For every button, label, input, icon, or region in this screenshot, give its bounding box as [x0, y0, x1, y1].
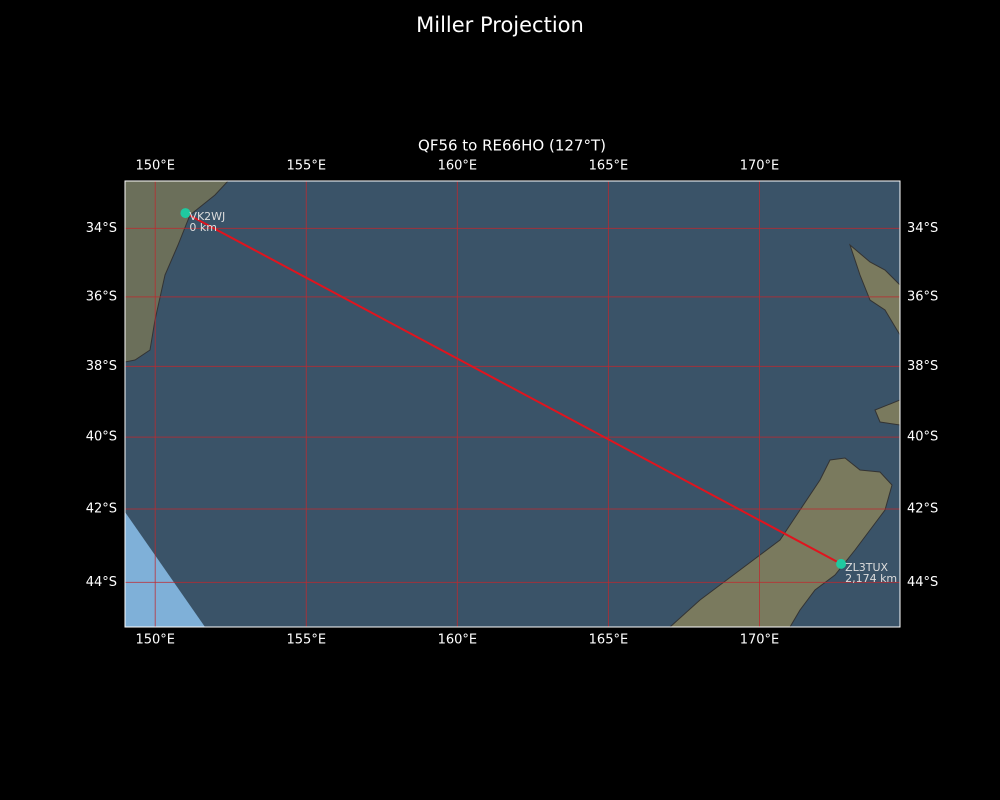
- station-marker: [180, 208, 191, 219]
- station-name: VK2WJ: [189, 210, 225, 223]
- lon-label-bottom: 160°E: [438, 633, 478, 648]
- lon-label-top: 165°E: [589, 159, 629, 174]
- lat-label-right: 42°S: [907, 502, 938, 517]
- map-frame: [124, 180, 901, 628]
- lat-label-left: 34°S: [86, 221, 117, 236]
- lat-label-right: 40°S: [907, 430, 938, 445]
- lat-label-left: 36°S: [86, 289, 117, 304]
- lat-label-left: 44°S: [86, 575, 117, 590]
- lon-label-top: 170°E: [740, 159, 780, 174]
- lon-label-bottom: 165°E: [589, 633, 629, 648]
- lat-label-right: 44°S: [907, 575, 938, 590]
- land-north-island: [848, 243, 900, 336]
- lon-label-bottom: 150°E: [135, 633, 175, 648]
- lat-label-left: 40°S: [86, 430, 117, 445]
- lon-label-top: 155°E: [287, 159, 327, 174]
- lat-label-left: 42°S: [86, 502, 117, 517]
- station-distance: 2,174 km: [845, 572, 897, 585]
- route: [180, 208, 847, 569]
- station-distance: 0 km: [189, 221, 217, 234]
- land-south-island: [669, 457, 893, 627]
- station-marker: [836, 558, 847, 569]
- land-north-island-south: [874, 399, 900, 426]
- shallow-area: [125, 512, 205, 627]
- map-subtitle: QF56 to RE66HO (127°T): [418, 137, 606, 155]
- lon-label-bottom: 170°E: [740, 633, 780, 648]
- station-name: ZL3TUX: [845, 561, 888, 574]
- lon-label-top: 150°E: [135, 159, 175, 174]
- lon-label-bottom: 155°E: [287, 633, 327, 648]
- land-australia: [125, 181, 229, 363]
- graticule: [125, 181, 900, 627]
- map-area: [125, 181, 900, 627]
- lon-label-top: 160°E: [438, 159, 478, 174]
- lat-label-right: 34°S: [907, 221, 938, 236]
- figure-title: Miller Projection: [416, 13, 584, 37]
- lat-label-right: 36°S: [907, 289, 938, 304]
- lat-label-right: 38°S: [907, 359, 938, 374]
- labels: 150°E 150°E 155°E 155°E 160°E 160°E 165°E 165°E…: [86, 159, 939, 648]
- lat-label-left: 38°S: [86, 359, 117, 374]
- route-line: [184, 212, 842, 565]
